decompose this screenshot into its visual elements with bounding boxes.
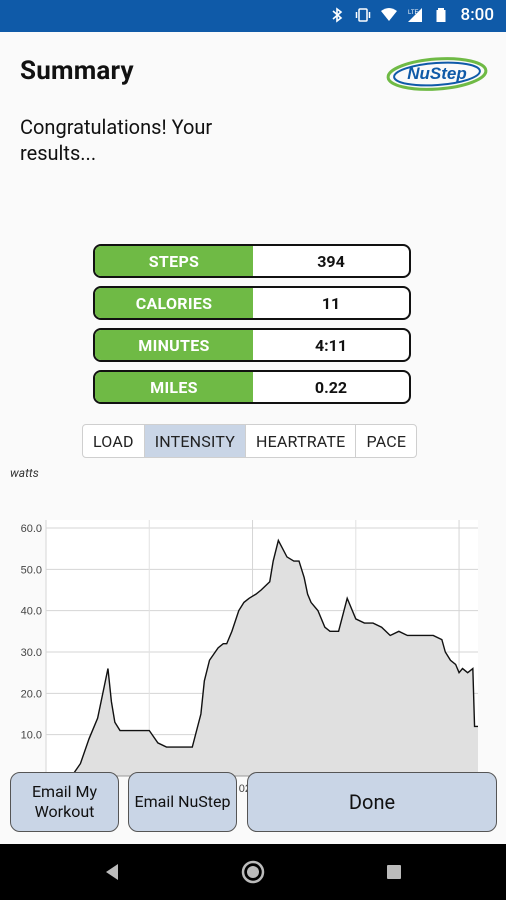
- nustep-logo: NuStep: [386, 57, 488, 91]
- lte-signal-icon: LTE: [407, 8, 422, 22]
- tab-load[interactable]: LOAD: [83, 425, 145, 457]
- stat-label: CALORIES: [95, 288, 253, 318]
- intensity-line: [46, 538, 478, 777]
- page-title: Summary: [20, 56, 134, 86]
- stat-calories: CALORIES 11: [93, 286, 411, 320]
- congratulations-text: Congratulations! Your results...: [20, 115, 213, 165]
- status-time: 8:00: [460, 5, 494, 25]
- bluetooth-icon: [332, 7, 342, 23]
- chart-y-unit: watts: [10, 466, 39, 480]
- home-icon[interactable]: [241, 860, 265, 884]
- tab-intensity[interactable]: INTENSITY: [144, 425, 247, 457]
- stat-label: STEPS: [95, 246, 253, 276]
- stat-minutes: MINUTES 4:11: [93, 328, 411, 362]
- wifi-icon: [380, 8, 397, 21]
- stats-panel: STEPS 394 CALORIES 11 MINUTES 4:11 MILES…: [93, 244, 411, 412]
- status-icons: LTE 8:00: [329, 5, 494, 25]
- stat-value: 4:11: [314, 335, 348, 355]
- stat-value: 0.22: [314, 377, 348, 397]
- y-tick-label: 40.0: [21, 606, 42, 618]
- y-tick-label: 50.0: [21, 564, 42, 576]
- stat-value: 11: [321, 293, 341, 313]
- y-tick-label: 60.0: [21, 523, 42, 535]
- tab-heartrate[interactable]: HEARTRATE: [246, 425, 357, 457]
- recents-icon[interactable]: [382, 860, 406, 884]
- done-button[interactable]: Done: [247, 772, 497, 832]
- intensity-area: [46, 540, 478, 776]
- lte-label: LTE: [408, 10, 419, 16]
- chart-tabs: LOAD INTENSITY HEARTRATE PACE: [82, 424, 418, 458]
- tab-pace[interactable]: PACE: [366, 431, 407, 451]
- back-icon[interactable]: [100, 860, 124, 884]
- battery-icon: [436, 8, 446, 22]
- navigation-bar: [0, 844, 506, 900]
- status-bar: LTE 8:00: [0, 0, 506, 32]
- stat-miles: MILES 0.22: [93, 370, 411, 404]
- stat-label: MINUTES: [95, 330, 253, 360]
- y-tick-label: 20.0: [21, 688, 42, 700]
- stat-steps: STEPS 394: [93, 244, 411, 278]
- email-workout-button[interactable]: Email My Workout: [10, 772, 119, 832]
- logo-text: NuStep: [407, 64, 467, 83]
- summary-screen: Summary NuStep Congratulations! Your res…: [0, 32, 506, 844]
- y-tick-label: 10.0: [21, 730, 42, 742]
- stat-value: 394: [317, 251, 345, 271]
- intensity-chart: 10.020.030.040.050.060.000:0002:0004:00: [21, 520, 478, 795]
- y-tick-label: 30.0: [21, 647, 42, 659]
- email-nustep-button[interactable]: Email NuStep: [128, 772, 237, 832]
- vibrate-icon: [355, 8, 370, 22]
- stat-label: MILES: [95, 372, 253, 402]
